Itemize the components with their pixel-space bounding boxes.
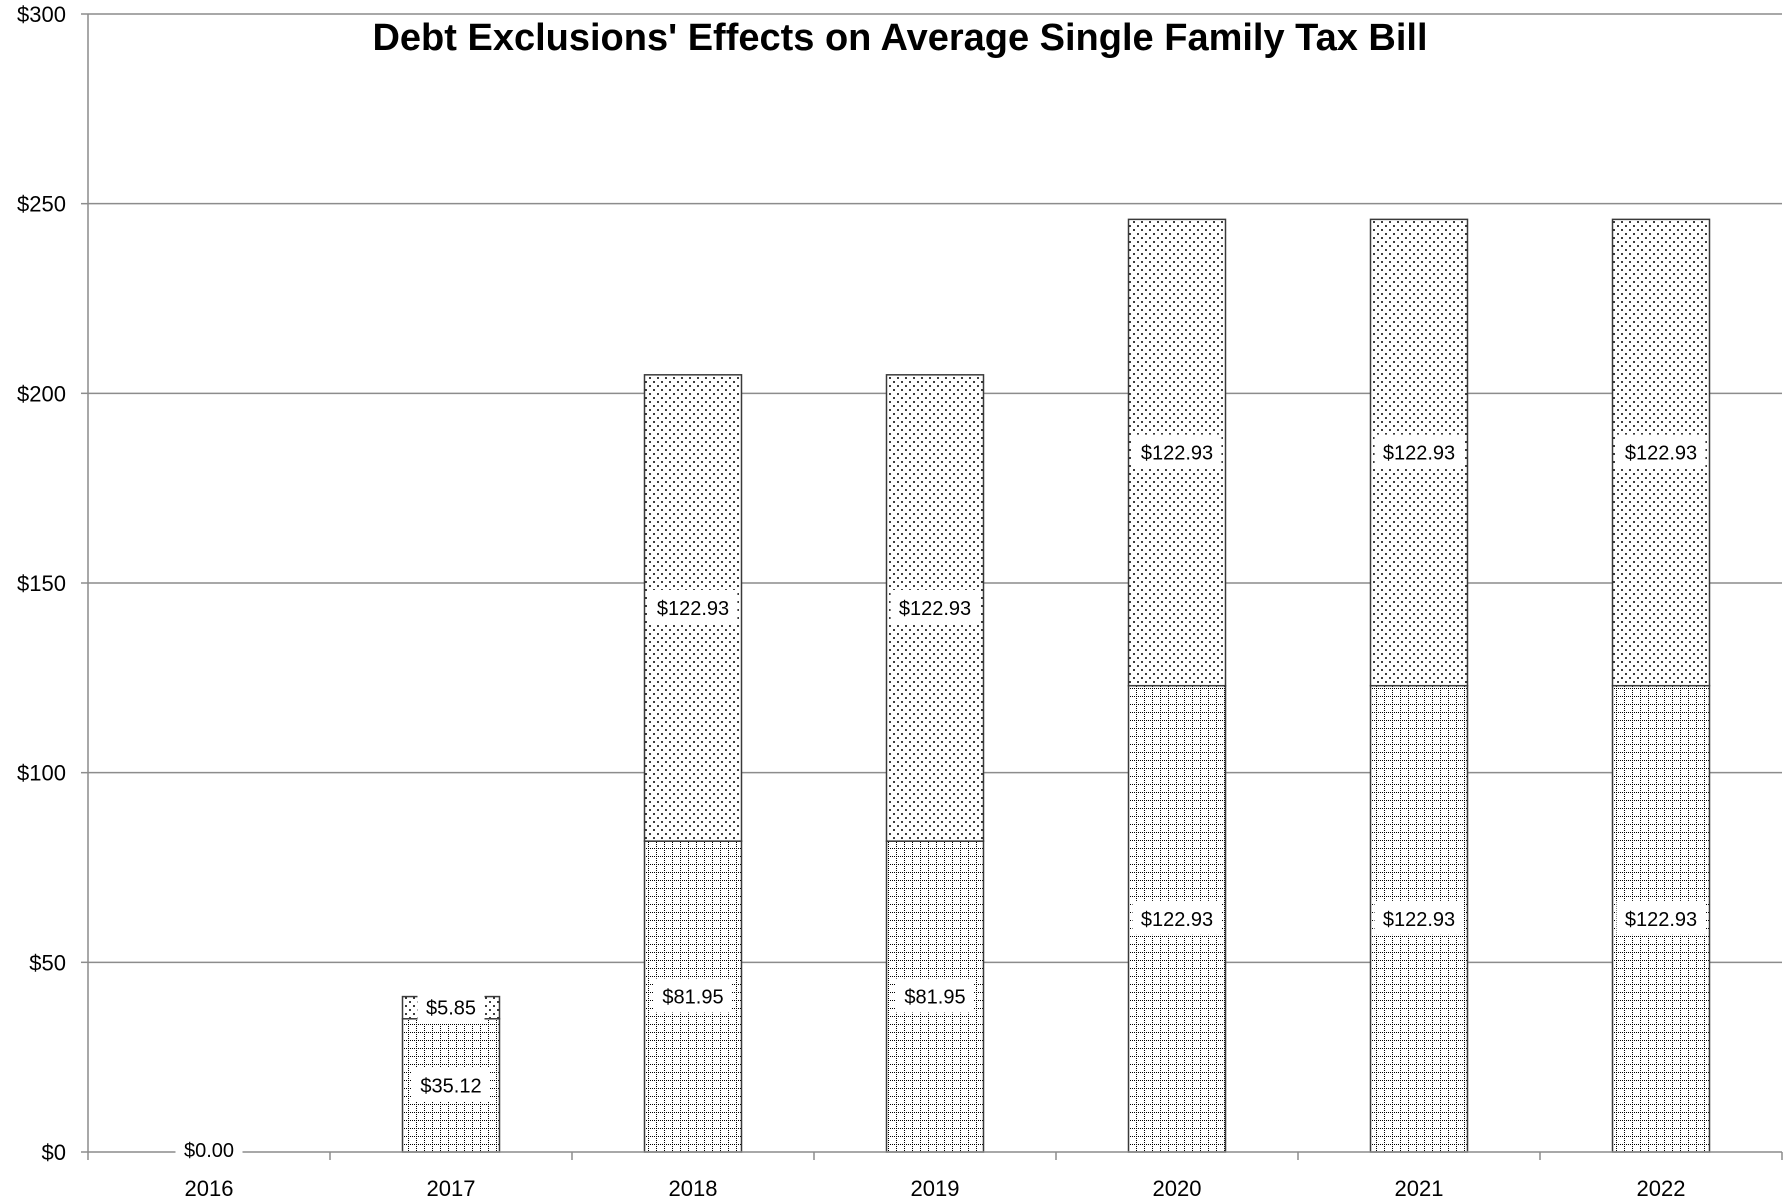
data-label-2020-series-1-group: $122.93 — [1132, 900, 1222, 935]
data-label-2016-series-1-group: $0.00 — [175, 1132, 243, 1166]
data-label-2020-series-2: $122.93 — [1141, 443, 1213, 465]
data-label-2017-series-1-background — [412, 1067, 490, 1102]
x-tick-label-2020: 2020 — [1153, 1176, 1202, 1201]
data-label-2020-series-1: $122.93 — [1141, 909, 1213, 931]
y-tick-label: $150 — [17, 571, 66, 596]
data-label-2022-series-2: $122.93 — [1625, 443, 1697, 465]
y-tick-label: $250 — [17, 192, 66, 217]
data-label-2021-series-1-background — [1374, 900, 1464, 935]
data-label-2018-series-1-background — [654, 978, 732, 1013]
y-tick-label: $200 — [17, 381, 66, 406]
data-label-2017-series-1: $35.12 — [420, 1075, 481, 1097]
data-label-2021-series-2: $122.93 — [1383, 443, 1455, 465]
data-label-2019-series-1: $81.95 — [904, 987, 965, 1009]
y-tick-label: $0 — [42, 1140, 66, 1165]
data-label-2017-series-2: $5.85 — [426, 998, 476, 1020]
data-label-2021-series-1-group: $122.93 — [1374, 900, 1464, 935]
data-label-2019-series-1-group: $81.95 — [896, 978, 974, 1013]
data-label-2018-series-1: $81.95 — [662, 987, 723, 1009]
data-label-2019-series-2: $122.93 — [899, 598, 971, 620]
data-label-2022-series-1-background — [1616, 900, 1706, 935]
x-tick-label-2022: 2022 — [1637, 1176, 1686, 1201]
chart-title: Debt Exclusions' Effects on Average Sing… — [372, 17, 1427, 59]
axes: $0 $50 $100 $150 $200 $250 $300 2016 2017 2018 201… — [17, 2, 1783, 1201]
data-label-2016-series-1: $0.00 — [184, 1140, 234, 1162]
data-label-2021-series-2-group: $122.93 — [1374, 434, 1464, 469]
y-tick-label: $300 — [17, 2, 66, 27]
data-labels: $0.00 $35.12 $5.85 $81.95 $122.93 $81.95 $122.… — [175, 434, 1706, 1166]
data-label-2022-series-2-background — [1616, 434, 1706, 469]
data-label-2017-series-2-background — [417, 989, 485, 1024]
data-label-2018-series-2-group: $122.93 — [648, 589, 738, 624]
x-tick-label-2019: 2019 — [911, 1176, 960, 1201]
x-tick-label-2016: 2016 — [185, 1176, 234, 1201]
data-label-2018-series-2-background — [648, 589, 738, 624]
data-label-2019-series-2-group: $122.93 — [890, 589, 980, 624]
data-label-2020-series-1-background — [1132, 900, 1222, 935]
bars — [401, 218, 1711, 1153]
data-label-2022-series-1-group: $122.93 — [1616, 900, 1706, 935]
data-label-2017-series-2-group: $5.85 — [417, 989, 485, 1024]
data-label-2021-series-2-background — [1374, 434, 1464, 469]
y-tick-label: $50 — [29, 950, 66, 975]
data-label-2017-series-1-group: $35.12 — [412, 1067, 490, 1102]
y-tick-label: $100 — [17, 761, 66, 786]
data-label-2021-series-1: $122.93 — [1383, 909, 1455, 931]
data-label-2018-series-2: $122.93 — [657, 598, 729, 620]
data-label-2020-series-2-background — [1132, 434, 1222, 469]
data-label-2020-series-2-group: $122.93 — [1132, 434, 1222, 469]
data-label-2022-series-2-group: $122.93 — [1616, 434, 1706, 469]
data-label-2018-series-1-group: $81.95 — [654, 978, 732, 1013]
x-tick-label-2018: 2018 — [669, 1176, 718, 1201]
data-label-2019-series-1-background — [896, 978, 974, 1013]
data-label-2022-series-1: $122.93 — [1625, 909, 1697, 931]
x-tick-label-2017: 2017 — [427, 1176, 476, 1201]
data-label-2019-series-2-background — [890, 589, 980, 624]
x-tick-label-2021: 2021 — [1395, 1176, 1444, 1201]
data-label-2016-series-1-background — [175, 1132, 243, 1166]
